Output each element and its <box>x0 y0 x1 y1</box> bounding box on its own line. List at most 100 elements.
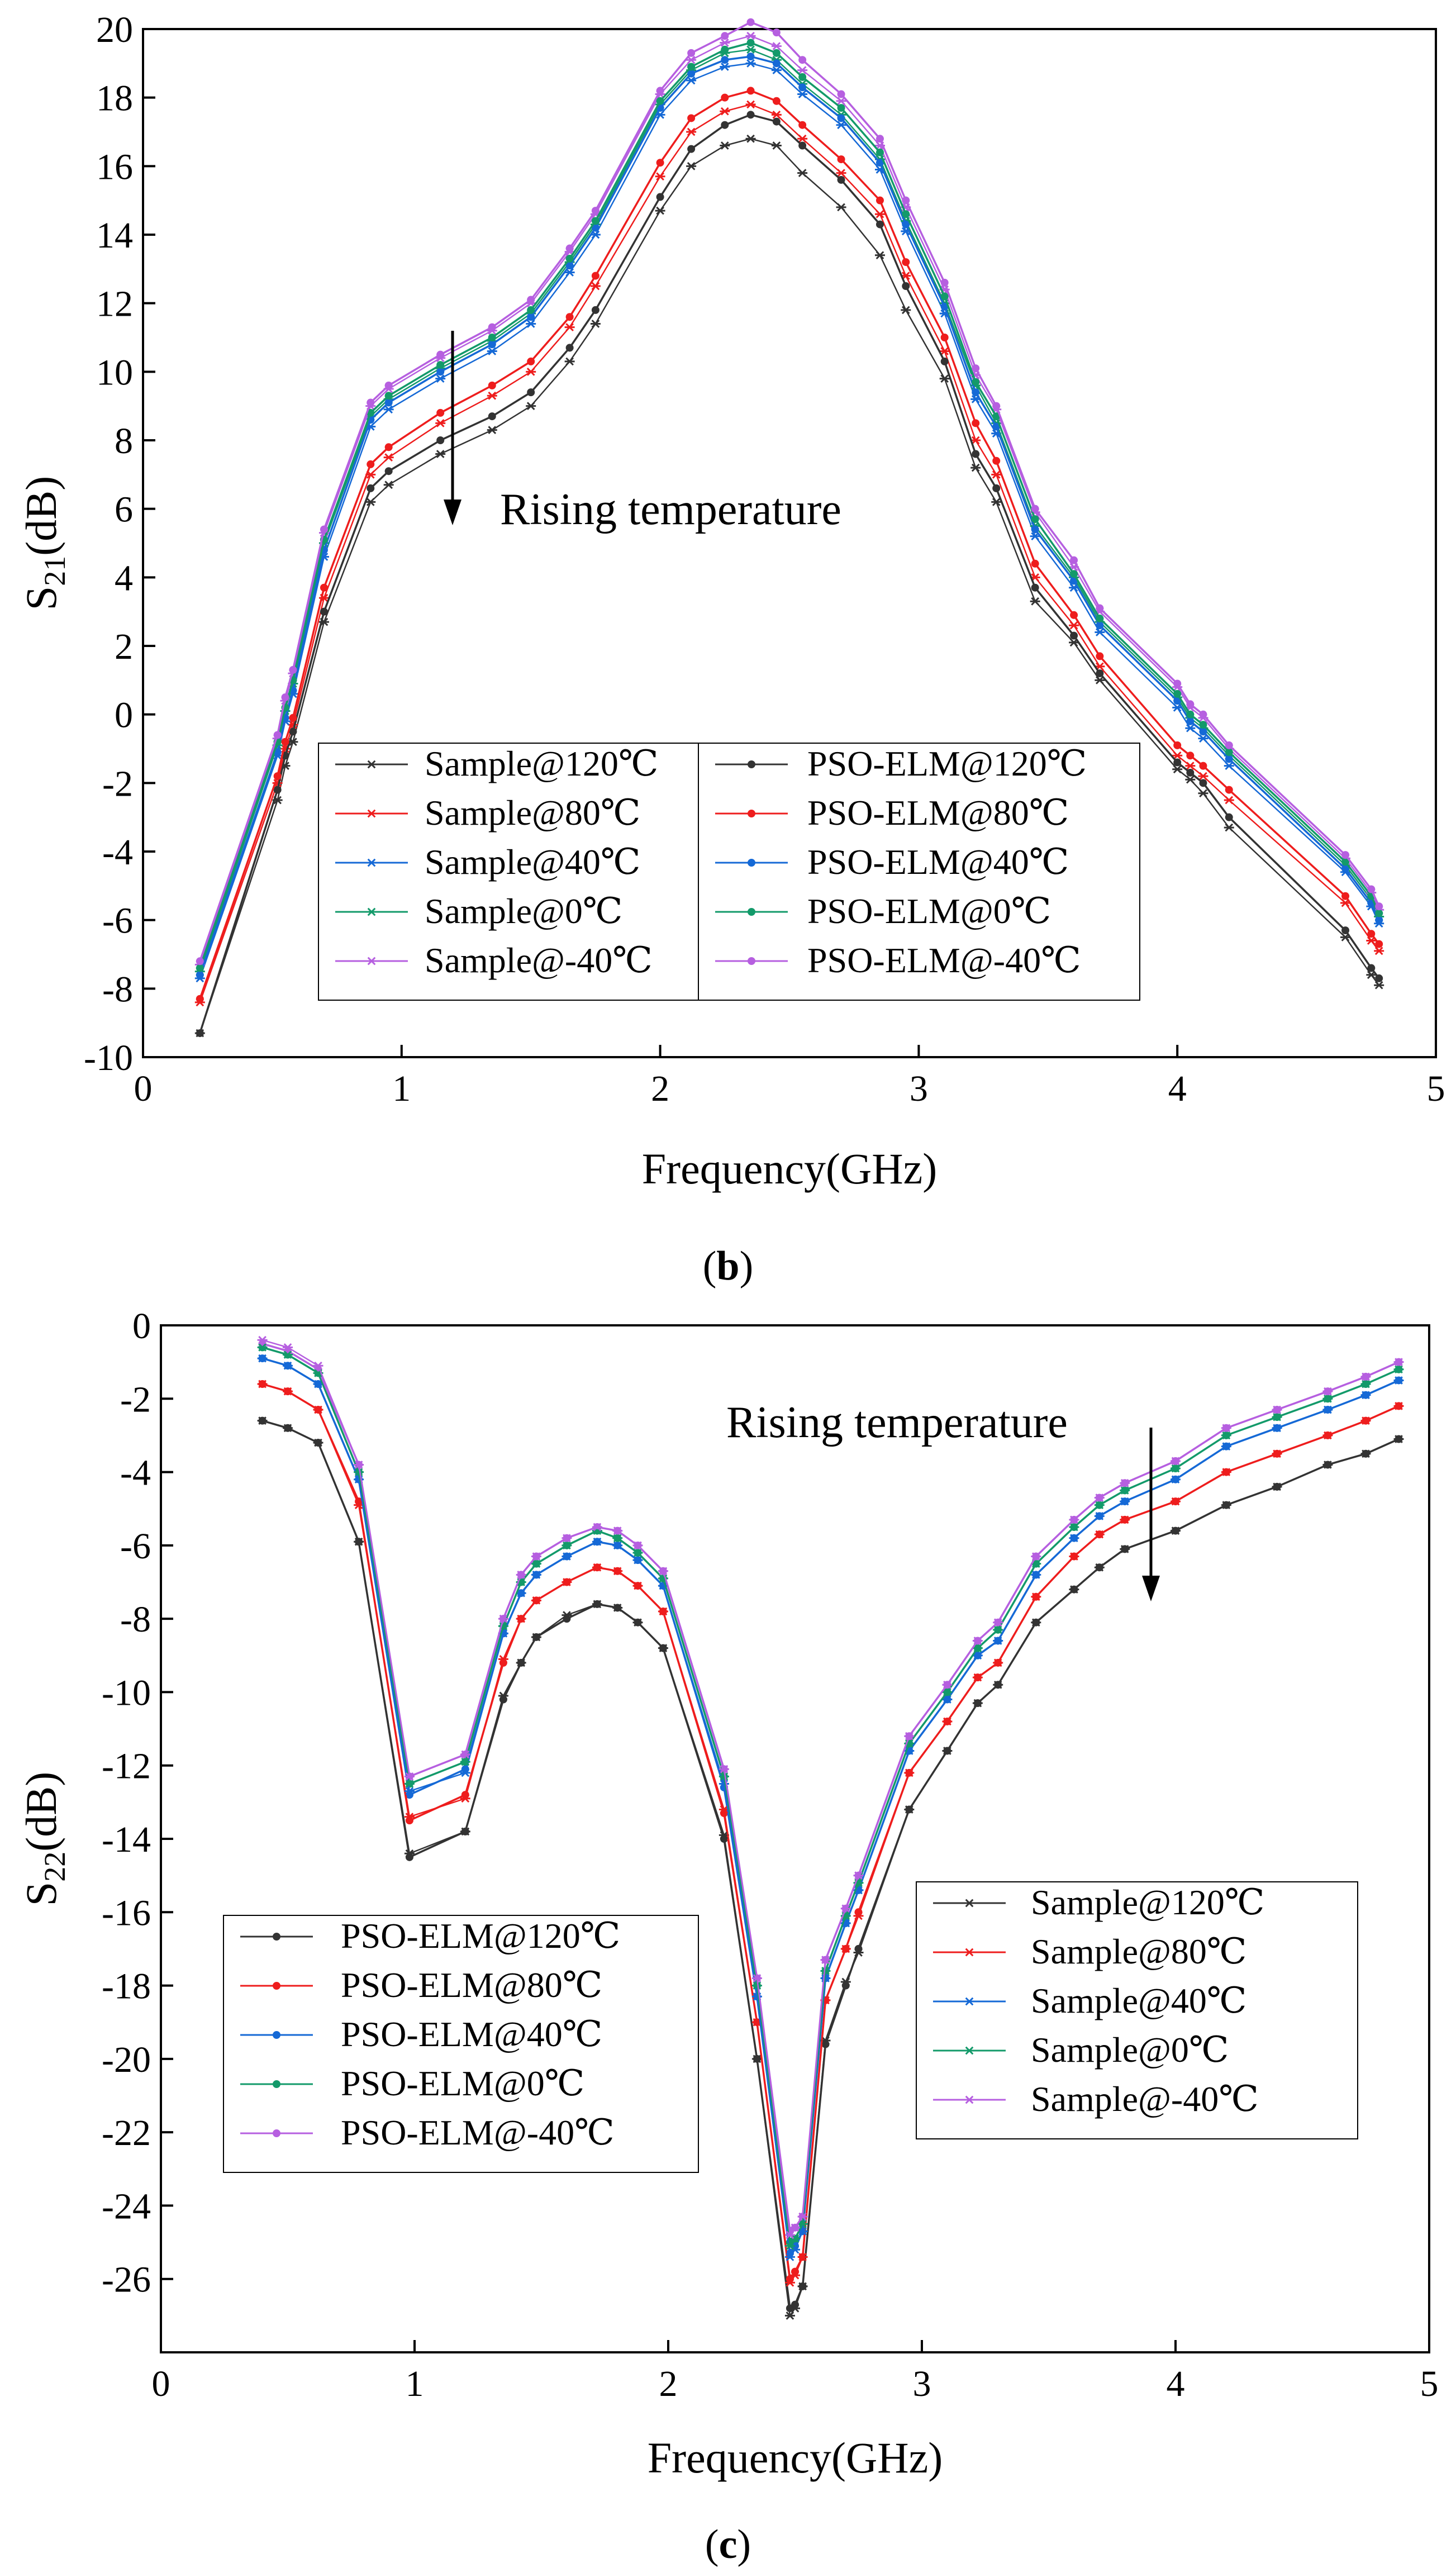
legend-item-pso-elm-0c: PSO-ELM@0℃ <box>240 2063 584 2103</box>
data-point <box>1170 1526 1181 1535</box>
data-point <box>991 470 1002 479</box>
data-point <box>527 306 535 314</box>
data-point <box>289 727 297 736</box>
data-point <box>1375 902 1383 911</box>
data-point <box>784 2252 795 2261</box>
data-point <box>383 453 394 462</box>
data-point <box>383 405 394 414</box>
data-point <box>526 367 536 376</box>
data-point <box>798 83 807 92</box>
data-point <box>721 93 729 102</box>
data-point <box>498 1614 508 1623</box>
data-point <box>632 1541 643 1550</box>
data-point <box>1198 789 1208 798</box>
series-line-pso-elm-120c <box>199 113 1380 1034</box>
data-point <box>460 1750 470 1759</box>
legend-swatch-marker <box>367 760 377 769</box>
data-point <box>435 374 446 383</box>
data-point <box>1069 1515 1079 1524</box>
data-point <box>972 1644 983 1653</box>
chart-c-caption: (c) <box>705 2522 751 2567</box>
data-point <box>1360 1449 1371 1458</box>
data-point <box>940 302 949 311</box>
chart-c-temperature-arrow <box>1142 1428 1160 1601</box>
legend-item-pso-elm-80c: PSO-ELM@80℃ <box>715 793 1069 833</box>
data-point <box>837 104 845 112</box>
legend-label: Sample@0℃ <box>425 891 623 931</box>
data-point <box>460 1794 470 1803</box>
data-point <box>1272 1405 1282 1414</box>
legend-label: PSO-ELM@0℃ <box>807 891 1051 931</box>
data-point <box>526 402 536 411</box>
data-point <box>1272 1449 1282 1458</box>
chart-b-caption: (b) <box>703 1243 753 1289</box>
data-point <box>436 408 445 417</box>
data-point <box>798 141 807 150</box>
data-point <box>531 1552 541 1561</box>
series-line-pso-elm-40c <box>199 55 1380 976</box>
chart-c-y-tick-label: -22 <box>102 2113 151 2153</box>
data-point <box>1225 755 1233 763</box>
data-point <box>797 134 808 143</box>
data-point <box>875 148 884 156</box>
data-point <box>686 55 697 64</box>
data-point <box>281 738 289 746</box>
data-point <box>1225 741 1233 749</box>
data-point <box>612 1534 623 1543</box>
chart-b-y-tick-label: -10 <box>84 1038 133 1078</box>
legend-item-pso-elm-m40c: PSO-ELM@-40℃ <box>240 2113 615 2152</box>
series-line-sample-120c <box>262 1420 1400 2318</box>
legend-item-pso-elm-40c: PSO-ELM@40℃ <box>715 842 1069 882</box>
legend-label: Sample@0℃ <box>1031 2030 1229 2070</box>
data-point <box>836 169 846 177</box>
chart-c-series-group <box>257 1335 1404 2320</box>
data-point <box>972 388 980 397</box>
data-point <box>772 97 781 105</box>
data-point <box>939 374 950 383</box>
legend-swatch-marker <box>273 2080 280 2088</box>
data-point <box>940 278 949 287</box>
data-point <box>516 1614 526 1623</box>
series-sample-120c <box>257 1416 1404 2320</box>
data-point <box>435 450 446 458</box>
data-point <box>721 121 729 129</box>
chart-b-annotation: Rising temperature <box>500 485 841 534</box>
data-point <box>658 1644 668 1653</box>
legend-label: Sample@40℃ <box>1031 1981 1247 2020</box>
legend-swatch-marker <box>273 2129 280 2137</box>
data-point <box>720 39 730 47</box>
chart-b-legend: Sample@120℃ Sample@80℃ Sample@40℃ Sample@0℃… <box>318 743 1140 1001</box>
data-point <box>797 2219 808 2228</box>
legend-swatch-marker <box>748 859 755 867</box>
data-point <box>853 1948 864 1957</box>
chart-c-y-tick-label: -14 <box>102 1819 151 1860</box>
data-point <box>367 484 375 492</box>
chart-b-x-tick-label: 2 <box>651 1068 669 1109</box>
data-point <box>1393 1358 1404 1367</box>
data-point <box>257 1416 268 1425</box>
series-pso-elm-0c <box>196 39 1383 972</box>
data-point <box>404 1780 415 1788</box>
legend-label: Sample@-40℃ <box>425 940 653 980</box>
data-point <box>772 117 781 126</box>
data-point <box>686 76 697 85</box>
data-point <box>367 460 375 468</box>
data-point <box>1272 1424 1282 1433</box>
data-point <box>1094 1563 1105 1572</box>
data-point <box>283 1424 293 1433</box>
legend-label: Sample@80℃ <box>1031 1932 1247 1971</box>
chart-c-y-axis-label: S22(dB) <box>17 1772 72 1906</box>
legend-swatch-marker <box>367 858 377 867</box>
series-sample-80c <box>257 1380 1404 2287</box>
series-line-sample-0c <box>262 1347 1400 2248</box>
data-point <box>1221 1442 1231 1451</box>
chart-b-x-axis-label: Frequency(GHz) <box>642 1144 937 1193</box>
data-point <box>283 1361 293 1370</box>
data-point <box>820 1966 831 1975</box>
data-point <box>1393 1365 1404 1374</box>
data-point <box>1199 727 1207 736</box>
data-point <box>1225 748 1233 757</box>
chart-b-series-group <box>194 18 1384 1038</box>
data-point <box>820 1956 831 1964</box>
data-point <box>655 172 665 181</box>
